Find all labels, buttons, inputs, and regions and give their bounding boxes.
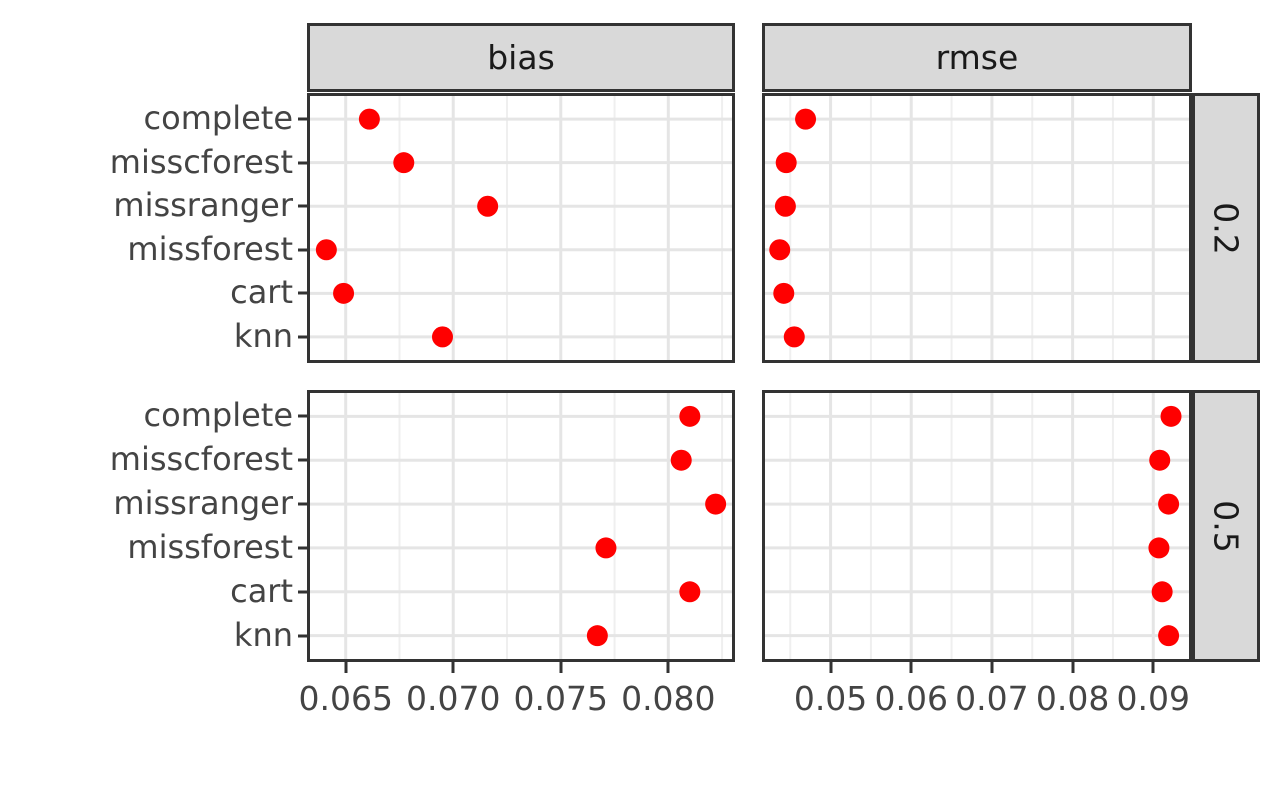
data-point-complete <box>1160 405 1182 427</box>
panel-rmse-0-2 <box>762 93 1192 363</box>
panel-border <box>307 390 735 662</box>
panel-border <box>762 93 1192 363</box>
data-point-missranger <box>774 195 796 217</box>
facet-strip-row-0-5: 0.5 <box>1192 390 1260 662</box>
y-axis-label-misscforest: misscforest <box>109 440 293 479</box>
x-axis-label-bias: 0.065 <box>298 679 393 718</box>
x-axis-tick <box>666 662 670 673</box>
panel-border <box>307 93 735 363</box>
data-point-cart <box>1151 581 1173 603</box>
data-point-missforest <box>769 239 791 261</box>
y-axis-tick <box>298 248 307 252</box>
data-point-cart <box>333 282 355 304</box>
y-axis-tick <box>298 335 307 339</box>
y-axis-label-missforest: missforest <box>127 528 293 567</box>
data-point-missranger <box>477 195 499 217</box>
y-axis-tick <box>298 590 307 594</box>
panel-rmse-0-5 <box>762 390 1192 662</box>
x-axis-label-rmse: 0.09 <box>1116 679 1191 718</box>
y-axis-label-cart: cart <box>230 273 293 312</box>
x-axis-label-bias: 0.070 <box>406 679 501 718</box>
panel-bias-0-5 <box>307 390 735 662</box>
data-point-complete <box>358 108 380 130</box>
y-axis-tick <box>298 161 307 165</box>
data-point-misscforest <box>1149 449 1171 471</box>
y-axis-tick <box>298 204 307 208</box>
facet-strip-row-0-5-label: 0.5 <box>1206 499 1246 553</box>
y-axis-tick <box>298 458 307 462</box>
data-point-missforest <box>315 239 337 261</box>
x-axis-label-bias: 0.075 <box>513 679 609 718</box>
y-axis-tick <box>298 291 307 295</box>
facet-strip-bias-label: bias <box>487 38 555 77</box>
facet-strip-rmse-label: rmse <box>935 38 1019 77</box>
x-axis-tick <box>1151 662 1155 673</box>
x-axis-label-rmse: 0.05 <box>793 679 868 718</box>
data-point-knn <box>586 625 608 647</box>
y-axis-tick <box>298 117 307 121</box>
y-axis-label-cart: cart <box>230 572 293 611</box>
x-axis-label-bias: 0.080 <box>621 679 716 718</box>
data-point-misscforest <box>775 152 797 174</box>
y-axis-label-missforest: missforest <box>127 229 293 268</box>
y-axis-label-complete: complete <box>143 99 293 138</box>
y-axis-label-knn: knn <box>233 317 293 356</box>
y-axis-tick <box>298 502 307 506</box>
y-axis-label-misscforest: misscforest <box>109 142 293 181</box>
data-point-cart <box>679 581 701 603</box>
data-point-misscforest <box>670 449 692 471</box>
x-axis-label-rmse: 0.07 <box>955 679 1029 718</box>
x-axis-tick <box>559 662 563 673</box>
data-point-cart <box>773 282 795 304</box>
data-point-misscforest <box>393 152 415 174</box>
y-axis-tick <box>298 634 307 638</box>
facet-strip-bias: bias <box>307 23 735 92</box>
data-point-knn <box>783 326 805 348</box>
data-point-complete <box>679 405 701 427</box>
y-axis-label-missranger: missranger <box>113 186 293 225</box>
x-axis-label-rmse: 0.08 <box>1035 679 1110 718</box>
y-axis-label-missranger: missranger <box>113 484 293 523</box>
data-point-knn <box>431 326 453 348</box>
data-point-knn <box>1158 625 1180 647</box>
data-point-missforest <box>595 537 617 559</box>
y-axis-label-complete: complete <box>143 396 293 435</box>
x-axis-tick <box>990 662 994 673</box>
x-axis-tick <box>1071 662 1075 673</box>
x-axis-tick <box>909 662 913 673</box>
x-axis-tick <box>829 662 833 673</box>
x-axis-tick <box>451 662 455 673</box>
data-point-missranger <box>705 493 727 515</box>
panel-border <box>762 390 1192 662</box>
facet-strip-row-0-2-label: 0.2 <box>1206 201 1246 255</box>
data-point-missforest <box>1148 537 1170 559</box>
y-axis-tick <box>298 546 307 550</box>
y-axis-tick <box>298 414 307 418</box>
data-point-missranger <box>1158 493 1180 515</box>
panel-bias-0-2 <box>307 93 735 363</box>
facet-strip-row-0-2: 0.2 <box>1192 93 1260 363</box>
x-axis-tick <box>344 662 348 673</box>
facet-strip-rmse: rmse <box>762 23 1192 92</box>
x-axis-label-rmse: 0.06 <box>874 679 948 718</box>
data-point-complete <box>795 108 817 130</box>
y-axis-label-knn: knn <box>233 615 293 654</box>
